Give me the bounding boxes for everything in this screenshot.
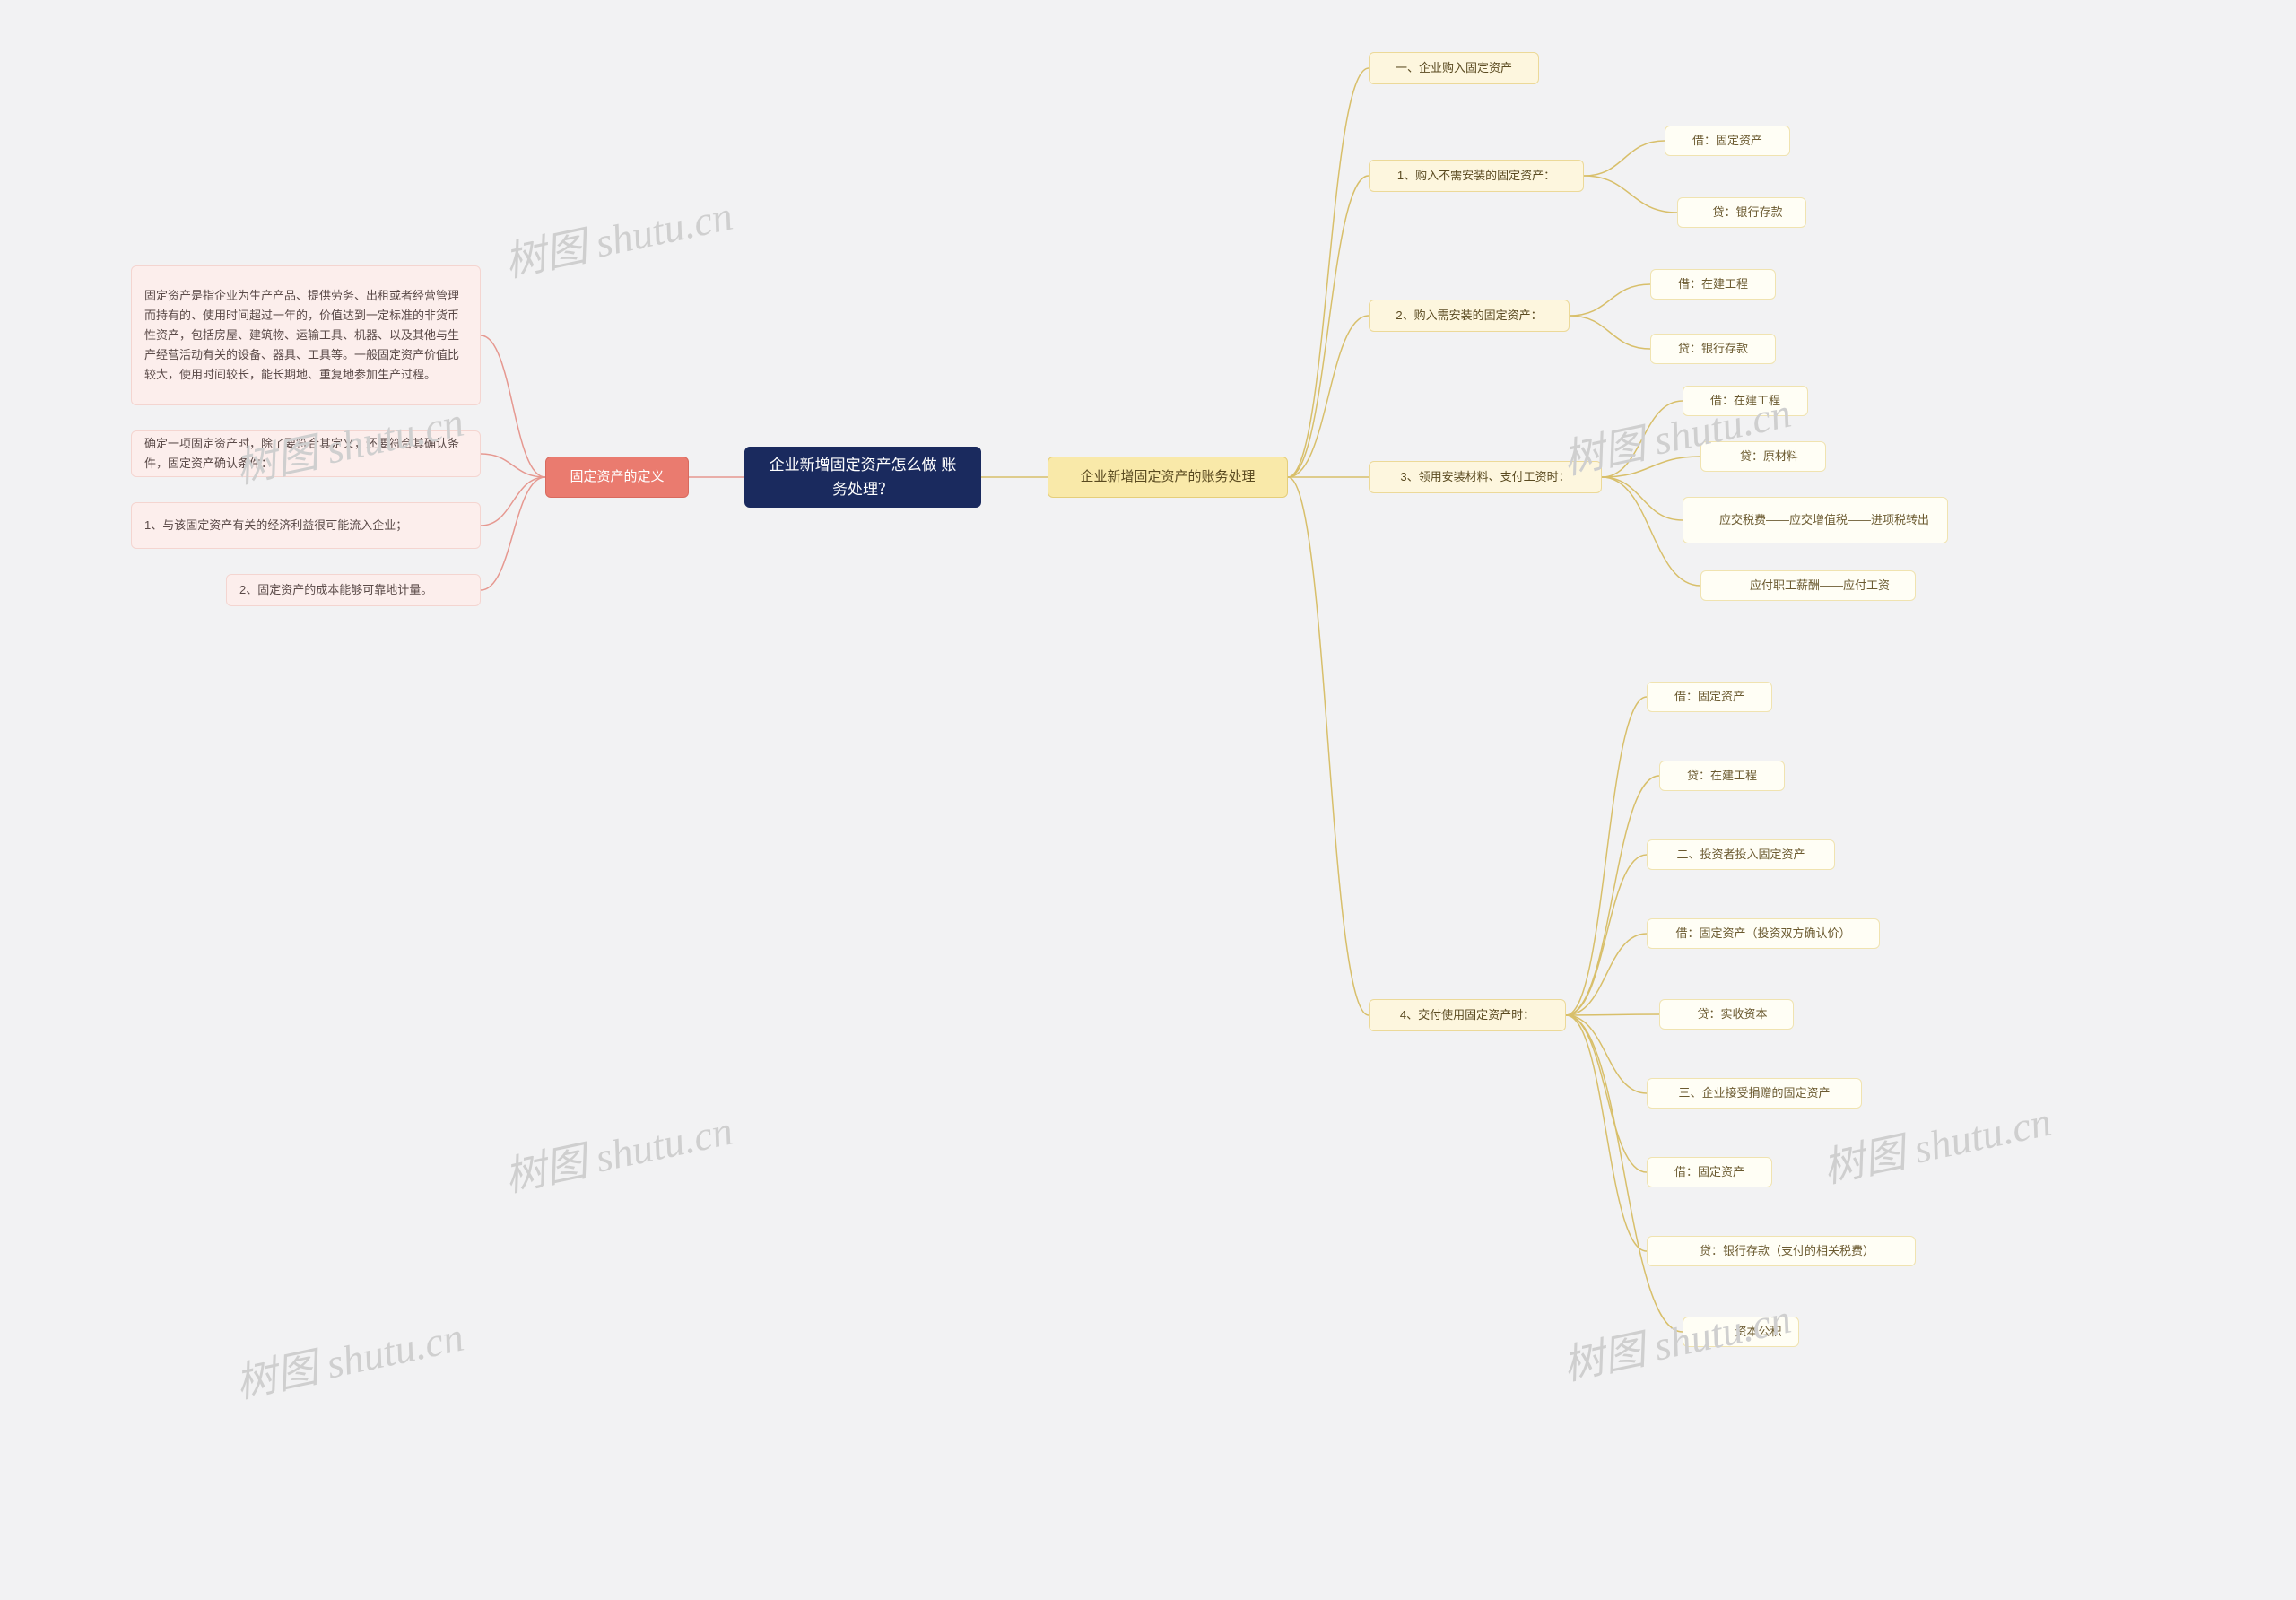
- node-label: 贷：在建工程: [1687, 767, 1757, 786]
- node-label: 贷：实收资本: [1685, 1005, 1767, 1024]
- node-label: 应付职工薪酬——应付工资: [1726, 577, 1890, 596]
- right-node-a-2[interactable]: 2、购入需安装的固定资产：: [1369, 300, 1570, 332]
- right-node-a-1[interactable]: 1、购入不需安装的固定资产：: [1369, 160, 1584, 192]
- node-label: 资本公积: [1700, 1323, 1781, 1342]
- node-label: 借：在建工程: [1710, 392, 1780, 411]
- node-label: 借：在建工程: [1678, 275, 1748, 294]
- left-leaf-1[interactable]: 确定一项固定资产时，除了要符合其定义，还要符合其确认条件，固定资产确认条件：: [131, 430, 481, 477]
- right-node-a-3[interactable]: 3、领用安装材料、支付工资时：: [1369, 461, 1602, 493]
- node-label: 应交税费——应交增值税——进项税转出: [1696, 511, 1929, 530]
- right-node-b[interactable]: 贷：银行存款: [1650, 334, 1776, 364]
- node-label: 2、购入需安装的固定资产：: [1396, 307, 1542, 326]
- node-label: 4、交付使用固定资产时：: [1400, 1006, 1535, 1025]
- right-node-b[interactable]: 贷：原材料: [1700, 441, 1826, 472]
- node-label: 借：固定资产: [1674, 1163, 1744, 1182]
- watermark: 树图 shutu.cn: [230, 1304, 468, 1410]
- node-label: 1、购入不需安装的固定资产：: [1397, 167, 1555, 186]
- left-leaf-2[interactable]: 1、与该固定资产有关的经济利益很可能流入企业；: [131, 502, 481, 549]
- left-branch-node[interactable]: 固定资产的定义: [545, 457, 689, 498]
- right-node-b[interactable]: 借：固定资产（投资双方确认价）: [1647, 918, 1880, 949]
- node-label: 贷：银行存款: [1678, 340, 1748, 359]
- left-leaf-label: 确定一项固定资产时，除了要符合其定义，还要符合其确认条件，固定资产确认条件：: [144, 434, 467, 474]
- central-label: 企业新增固定资产怎么做 账务处理？: [767, 453, 959, 501]
- left-branch-label: 固定资产的定义: [570, 466, 664, 488]
- right-node-b[interactable]: 借：固定资产: [1665, 126, 1790, 156]
- left-leaf-3[interactable]: 2、固定资产的成本能够可靠地计量。: [226, 574, 481, 606]
- node-label: 贷：原材料: [1728, 448, 1798, 466]
- node-label: 二、投资者投入固定资产: [1676, 846, 1805, 865]
- right-node-b[interactable]: 借：在建工程: [1650, 269, 1776, 300]
- left-leaf-label: 1、与该固定资产有关的经济利益很可能流入企业；: [144, 516, 407, 535]
- left-leaf-0[interactable]: 固定资产是指企业为生产产品、提供劳务、出租或者经营管理而持有的、使用时间超过一年…: [131, 265, 481, 405]
- right-node-b[interactable]: 贷：在建工程: [1659, 761, 1785, 791]
- right-node-a-0[interactable]: 一、企业购入固定资产: [1369, 52, 1539, 84]
- right-branch-node[interactable]: 企业新增固定资产的账务处理: [1048, 457, 1288, 498]
- right-node-b[interactable]: 借：固定资产: [1647, 682, 1772, 712]
- right-branch-label: 企业新增固定资产的账务处理: [1080, 466, 1255, 488]
- node-label: 贷：银行存款: [1700, 204, 1782, 222]
- right-node-a-4[interactable]: 4、交付使用固定资产时：: [1369, 999, 1566, 1031]
- right-node-b[interactable]: 贷：银行存款（支付的相关税费）: [1647, 1236, 1916, 1266]
- right-node-b[interactable]: 贷：实收资本: [1659, 999, 1794, 1030]
- watermark: 树图 shutu.cn: [499, 183, 737, 289]
- right-node-b[interactable]: 资本公积: [1683, 1317, 1799, 1347]
- right-node-b[interactable]: 应付职工薪酬——应付工资: [1700, 570, 1916, 601]
- node-label: 借：固定资产: [1674, 688, 1744, 707]
- watermark: 树图 shutu.cn: [499, 1098, 737, 1204]
- connector-layer: [0, 0, 2296, 1600]
- node-label: 借：固定资产（投资双方确认价）: [1675, 925, 1850, 943]
- node-label: 三、企业接受捐赠的固定资产: [1678, 1084, 1830, 1103]
- right-node-b[interactable]: 贷：银行存款: [1677, 197, 1806, 228]
- left-leaf-label: 固定资产是指企业为生产产品、提供劳务、出租或者经营管理而持有的、使用时间超过一年…: [144, 286, 467, 385]
- node-label: 借：固定资产: [1692, 132, 1762, 151]
- right-node-b[interactable]: 应交税费——应交增值税——进项税转出: [1683, 497, 1948, 543]
- node-label: 3、领用安装材料、支付工资时：: [1400, 468, 1570, 487]
- right-node-b[interactable]: 二、投资者投入固定资产: [1647, 839, 1835, 870]
- central-node[interactable]: 企业新增固定资产怎么做 账务处理？: [744, 447, 981, 508]
- right-node-b[interactable]: 三、企业接受捐赠的固定资产: [1647, 1078, 1862, 1109]
- mindmap-canvas: 企业新增固定资产怎么做 账务处理？ 固定资产的定义 固定资产是指企业为生产产品、…: [0, 0, 2296, 1600]
- left-leaf-label: 2、固定资产的成本能够可靠地计量。: [239, 580, 432, 600]
- right-node-b[interactable]: 借：在建工程: [1683, 386, 1808, 416]
- node-label: 贷：银行存款（支付的相关税费）: [1688, 1242, 1874, 1261]
- node-label: 一、企业购入固定资产: [1396, 59, 1512, 78]
- right-node-b[interactable]: 借：固定资产: [1647, 1157, 1772, 1187]
